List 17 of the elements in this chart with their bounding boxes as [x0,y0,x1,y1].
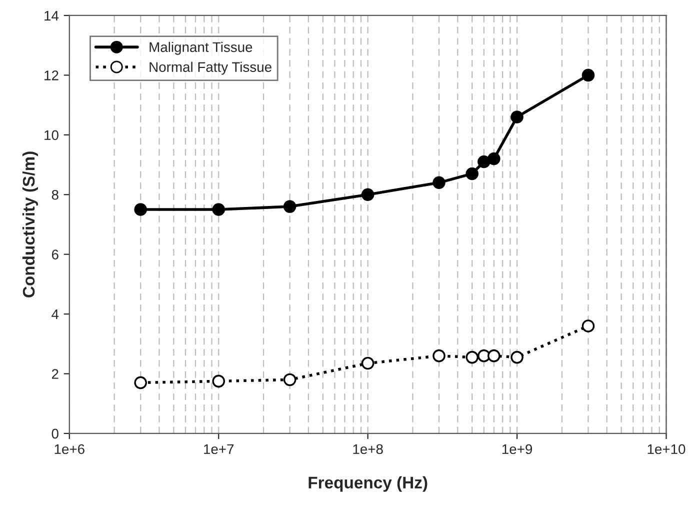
x-tick-label: 1e+7 [204,444,234,454]
y-axis-title: Conductivity (S/m) [22,152,38,298]
y-tick-label: 2 [52,369,58,379]
y-tick-label: 8 [52,190,58,200]
y-tick-label: 12 [44,70,58,80]
y-tick-label: 14 [44,10,59,21]
y-tick-label: 0 [52,428,58,439]
x-tick-label: 1e+8 [353,444,383,454]
x-tick-label: 1e+10 [648,444,686,454]
legend-label: Normal Fatty Tissue [150,62,272,75]
y-tick-label: 6 [52,250,58,260]
x-tick-label: 1e+6 [54,444,84,454]
legend-label: Malignant Tissue [150,42,252,55]
y-tick-label: 4 [52,310,59,320]
y-tick-label: 10 [44,130,58,140]
x-tick-label: 1e+9 [502,444,532,454]
x-axis-title: Frequency (Hz) [308,476,428,492]
